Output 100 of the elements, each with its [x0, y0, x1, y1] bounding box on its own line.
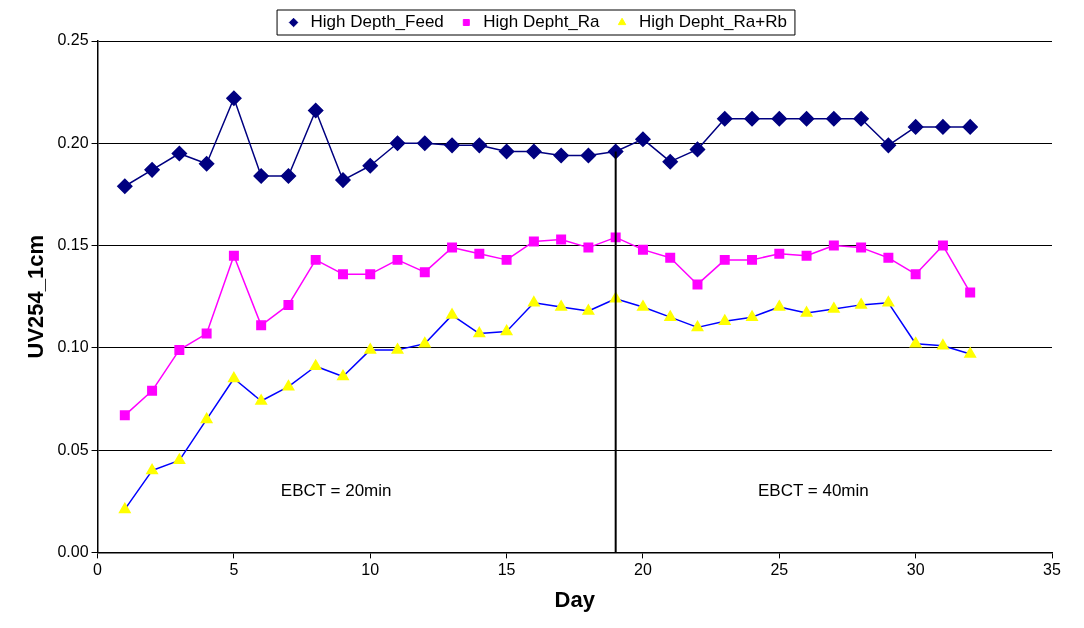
x-tick-label: 5 — [229, 561, 239, 579]
point — [498, 143, 515, 160]
x-tick-label: 30 — [906, 561, 925, 579]
point — [447, 242, 458, 253]
point — [255, 394, 268, 405]
point — [826, 110, 842, 127]
legend-label: High Depht_Ra+Rb — [639, 12, 787, 32]
y-axis-title: UV254_1cm — [23, 234, 49, 359]
point — [882, 296, 895, 307]
point — [935, 119, 951, 135]
point — [119, 410, 130, 421]
point — [526, 143, 542, 160]
point — [962, 119, 978, 135]
point — [228, 250, 239, 261]
point — [473, 326, 486, 338]
point — [227, 371, 240, 383]
y-tick-label: 0.00 — [57, 542, 89, 560]
point — [417, 135, 433, 152]
point — [307, 102, 324, 119]
point — [798, 110, 815, 127]
x-tick-label: 20 — [634, 561, 652, 579]
point — [936, 339, 949, 350]
point — [635, 131, 651, 147]
point — [253, 168, 269, 184]
point — [118, 502, 131, 514]
point — [880, 137, 897, 154]
point — [964, 347, 977, 358]
point — [444, 137, 460, 154]
annotation: EBCT = 20min — [280, 480, 392, 500]
point — [335, 172, 351, 188]
point — [718, 314, 731, 325]
point — [226, 90, 242, 107]
point — [362, 158, 378, 174]
point — [637, 300, 649, 311]
point — [746, 310, 758, 321]
point — [637, 244, 648, 255]
point — [337, 269, 348, 280]
point — [198, 155, 215, 172]
point — [691, 320, 704, 332]
point — [144, 162, 160, 178]
point — [309, 359, 322, 370]
point — [556, 234, 567, 245]
y-tick-label: 0.05 — [57, 440, 89, 458]
y-tick-label: 0.25 — [57, 31, 89, 49]
point — [689, 141, 706, 158]
x-tick-label: 10 — [361, 561, 380, 579]
point — [391, 343, 404, 354]
point — [583, 242, 594, 253]
legend-label: High Depth_Feed — [310, 12, 444, 32]
point — [117, 178, 133, 194]
point — [501, 254, 512, 265]
point — [474, 248, 485, 259]
point — [580, 147, 597, 164]
point — [909, 337, 922, 348]
x-tick-label: 0 — [93, 561, 103, 579]
point — [773, 300, 786, 311]
point — [310, 254, 321, 265]
legend-label: High Depht_Ra — [483, 12, 601, 32]
point — [828, 240, 839, 251]
x-tick-label: 15 — [497, 561, 516, 579]
point — [937, 240, 948, 251]
point — [364, 343, 377, 354]
point — [662, 153, 678, 170]
point — [419, 267, 430, 278]
point — [853, 110, 869, 127]
point — [471, 137, 488, 154]
point — [171, 145, 188, 162]
point — [827, 302, 840, 313]
point — [446, 308, 458, 319]
point — [553, 147, 569, 164]
point — [910, 269, 921, 280]
point — [665, 252, 676, 263]
point — [664, 310, 677, 321]
point — [389, 135, 406, 152]
annotation: EBCT = 40min — [758, 480, 869, 500]
point — [528, 236, 539, 247]
point — [907, 119, 924, 135]
point — [856, 242, 867, 253]
point — [744, 110, 760, 127]
point — [800, 306, 813, 317]
point — [418, 337, 431, 348]
point — [337, 369, 349, 381]
x-tick-label: 25 — [770, 561, 789, 579]
point — [280, 168, 297, 184]
point — [719, 254, 730, 265]
point — [801, 250, 812, 261]
point — [771, 110, 788, 127]
point — [146, 463, 159, 475]
point — [717, 110, 733, 127]
point — [883, 252, 894, 263]
x-tick-label: 35 — [1043, 561, 1061, 579]
point — [965, 287, 976, 298]
point — [174, 344, 185, 355]
point — [256, 320, 267, 331]
y-tick-label: 0.15 — [57, 235, 89, 253]
point — [392, 254, 403, 265]
point — [147, 385, 158, 396]
point — [855, 298, 868, 309]
x-axis-title: Day — [554, 586, 596, 612]
point — [173, 453, 186, 465]
